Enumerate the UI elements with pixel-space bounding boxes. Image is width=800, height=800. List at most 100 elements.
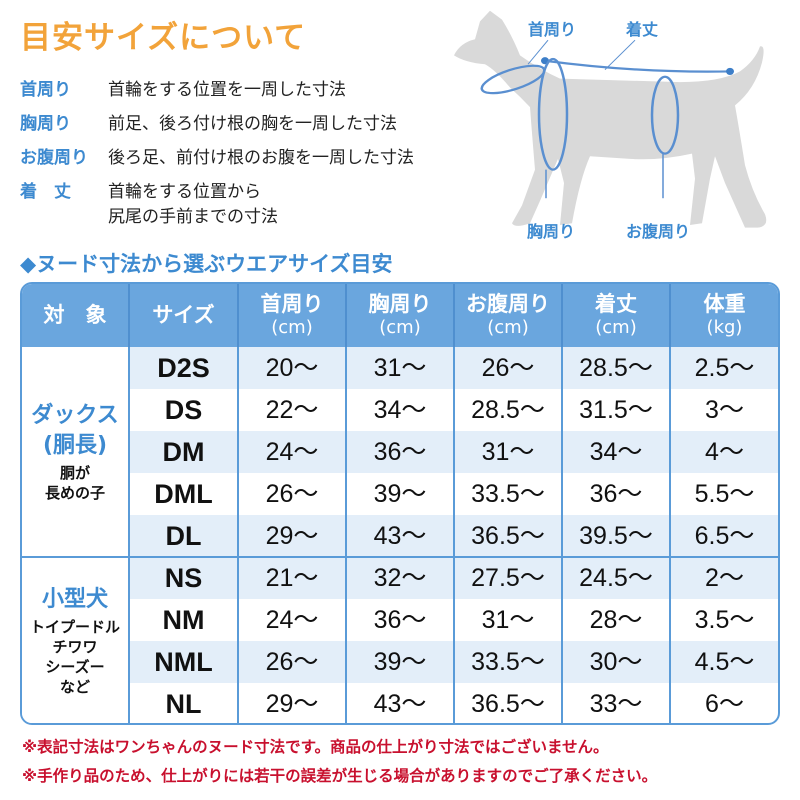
- neck-cell: 20〜: [239, 347, 347, 389]
- neck-cell: 26〜: [239, 641, 347, 683]
- diagram-label-neck: 首周り: [528, 20, 577, 39]
- chest-cell: 34〜: [347, 389, 455, 431]
- column-header-label: サイズ: [152, 303, 215, 327]
- size-cell: DM: [130, 431, 239, 473]
- length-cell: 28.5〜: [563, 347, 671, 389]
- size-cell: NM: [130, 599, 239, 641]
- diagram-label-belly: お腹周り: [626, 222, 691, 241]
- column-header: 着丈 (cm): [563, 284, 671, 347]
- length-cell: 24.5〜: [563, 557, 671, 599]
- belly-cell: 28.5〜: [455, 389, 563, 431]
- chest-cell: 39〜: [347, 473, 455, 515]
- length-cell: 39.5〜: [563, 515, 671, 557]
- group-desc: 胴が 長めの子: [44, 464, 105, 502]
- weight-cell: 4.5〜: [671, 641, 778, 683]
- definition-term: 首周り: [20, 80, 71, 100]
- belly-cell: 27.5〜: [455, 557, 563, 599]
- size-cell: DL: [130, 515, 239, 557]
- column-header: 体重 (kg): [671, 284, 778, 347]
- group-cell: ダックス (胴長) 胴が 長めの子: [22, 347, 130, 557]
- belly-cell: 26〜: [455, 347, 563, 389]
- belly-cell: 33.5〜: [455, 473, 563, 515]
- belly-cell: 33.5〜: [455, 641, 563, 683]
- column-header-label: お腹周り: [466, 292, 550, 316]
- length-cell: 33〜: [563, 683, 671, 723]
- diagram-label-length: 着丈: [626, 20, 659, 39]
- neck-cell: 22〜: [239, 389, 347, 431]
- weight-cell: 3〜: [705, 396, 744, 424]
- column-header-unit: (cm): [379, 317, 421, 338]
- note: ※手作り品のため、仕上がりには若干の誤差が生じる場合がありますのでご了承ください…: [22, 767, 658, 785]
- length-cell: 30〜: [563, 641, 671, 683]
- chest-cell: 43〜: [347, 515, 455, 557]
- neck-cell: 29〜: [239, 683, 347, 723]
- chest-cell: 32〜: [347, 557, 455, 599]
- note: ※表記寸法はワンちゃんのヌード寸法です。商品の仕上がり寸法ではございません。: [22, 738, 609, 756]
- definition-term: 胸周り: [20, 114, 71, 134]
- group-name: ダックス (胴長): [31, 403, 119, 458]
- group-divider: [22, 556, 778, 558]
- neck-cell: 24〜: [239, 431, 347, 473]
- size-cell: DML: [130, 473, 239, 515]
- group-name: 小型犬: [41, 587, 108, 612]
- section-subtitle: ◆ヌード寸法から選ぶウエアサイズ目安: [20, 252, 393, 276]
- column-header-unit: (cm): [271, 317, 313, 338]
- definition-desc: 首輪をする位置を一周した寸法: [108, 80, 346, 100]
- column-header-label: 着丈: [595, 292, 637, 316]
- belly-cell: 36.5〜: [455, 515, 563, 557]
- weight-cell: 6〜: [705, 690, 744, 718]
- column-header-unit: (cm): [595, 317, 637, 338]
- size-cell: NL: [130, 683, 239, 723]
- column-header: 首周り (cm): [239, 284, 347, 347]
- size-table: 対 象サイズ 首周り (cm) 胸周り (cm) お腹周り (cm) 着丈 (cm) 体重 (kg)…: [20, 282, 780, 725]
- chest-cell: 36〜: [347, 431, 455, 473]
- size-cell: NS: [130, 557, 239, 599]
- column-header: お腹周り (cm): [455, 284, 563, 347]
- chest-cell: 36〜: [347, 599, 455, 641]
- dog-diagram: 首周り 着丈 胸周り お腹周り: [440, 0, 800, 250]
- diagram-label-chest: 胸周り: [527, 222, 576, 241]
- length-cell: 36〜: [563, 473, 671, 515]
- weight-cell: 2.5〜: [671, 347, 778, 389]
- neck-cell: 21〜: [239, 557, 347, 599]
- chest-cell: 39〜: [347, 641, 455, 683]
- weight-cell: 6.5〜: [671, 515, 778, 557]
- definition-desc: 前足、後ろ付け根の胸を一周した寸法: [108, 114, 397, 134]
- size-cell: NML: [130, 641, 239, 683]
- size-cell: DS: [130, 389, 239, 431]
- definition-term: 着 丈: [20, 182, 71, 202]
- group-cell: 小型犬トイプードル チワワ シーズー など: [22, 557, 130, 723]
- weight-cell: 4〜: [671, 431, 778, 473]
- column-header: 対 象: [22, 284, 130, 347]
- column-header-unit: (kg): [706, 317, 743, 338]
- weight-cell: 3.5〜: [694, 606, 755, 634]
- column-header-label: 首周り: [260, 292, 324, 316]
- weight-cell: 5.5〜: [694, 480, 755, 508]
- length-cell: 34〜: [563, 431, 671, 473]
- definition-desc: 首輪をする位置から 尻尾の手前までの寸法: [108, 182, 278, 227]
- definition-term: お腹周り: [20, 148, 88, 168]
- notes: ※表記寸法はワンちゃんのヌード寸法です。商品の仕上がり寸法ではございません。 ※…: [22, 733, 657, 791]
- column-header-label: 対 象: [43, 303, 107, 327]
- column-header-label: 胸周り: [368, 292, 432, 316]
- neck-cell: 24〜: [239, 599, 347, 641]
- group-desc: トイプードル チワワ シーズー など: [29, 618, 120, 696]
- neck-cell: 29〜: [239, 515, 347, 557]
- table-header: 対 象サイズ 首周り (cm) 胸周り (cm) お腹周り (cm) 着丈 (cm) 体重 (kg): [22, 284, 778, 347]
- measurement-definitions: 首周り 首輪をする位置を一周した寸法 胸周り 前足、後ろ付け根の胸を一周した寸法…: [20, 78, 440, 238]
- column-header: 胸周り (cm): [347, 284, 455, 347]
- length-cell: 28〜: [563, 599, 671, 641]
- belly-cell: 36.5〜: [455, 683, 563, 723]
- definition-desc: 後ろ足、前付け根のお腹を一周した寸法: [108, 148, 414, 168]
- size-cell: D2S: [130, 347, 239, 389]
- column-header-label: 体重: [703, 292, 746, 316]
- chest-cell: 31〜: [347, 347, 455, 389]
- length-cell: 31.5〜: [563, 389, 671, 431]
- column-header: サイズ: [130, 284, 239, 347]
- dog-silhouette-icon: [454, 10, 767, 228]
- belly-cell: 31〜: [455, 599, 563, 641]
- neck-cell: 26〜: [239, 473, 347, 515]
- chest-cell: 43〜: [347, 683, 455, 723]
- belly-cell: 31〜: [455, 431, 563, 473]
- page-title: 目安サイズについて: [20, 20, 307, 56]
